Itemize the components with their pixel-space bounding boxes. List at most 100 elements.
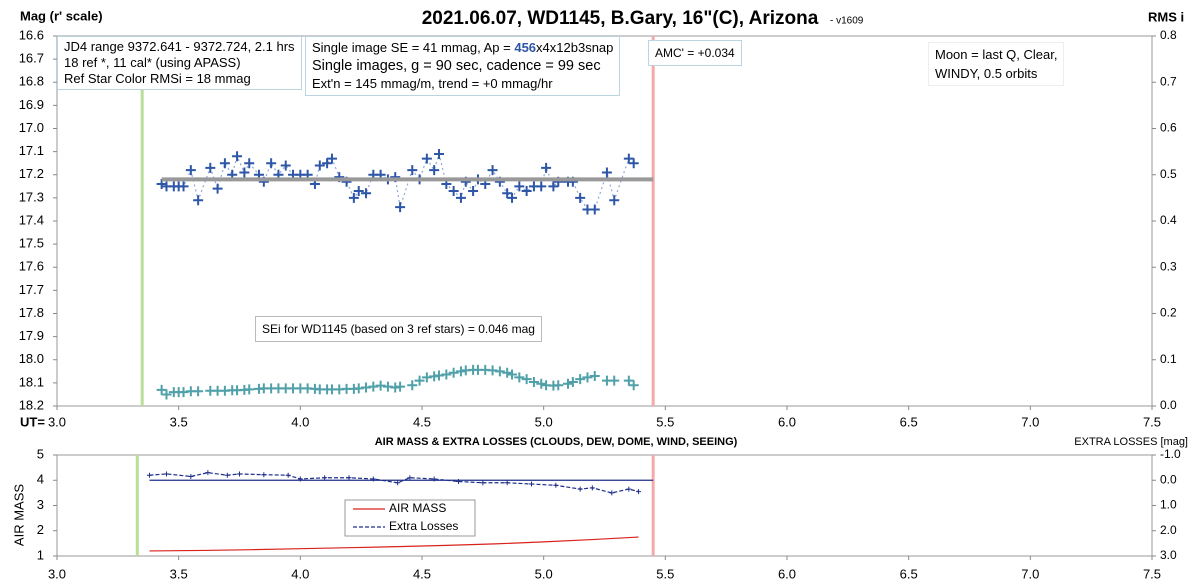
- data-point: [601, 167, 612, 178]
- data-point: [504, 480, 510, 486]
- y2-tick-label: 0.4: [1160, 213, 1177, 227]
- data-point: [521, 374, 532, 385]
- data-point: [164, 471, 169, 477]
- data-point: [521, 185, 532, 196]
- data-point: [188, 473, 194, 479]
- data-point: [237, 471, 242, 477]
- info-line: Ref Star Color RMSi = 18 mmag: [64, 71, 251, 86]
- data-point: [395, 480, 401, 486]
- data-point: [370, 476, 376, 482]
- data-point: [395, 202, 406, 213]
- moon-line: Moon = last Q, Clear,: [935, 47, 1058, 62]
- data-point: [502, 367, 513, 378]
- data-point: [429, 165, 440, 176]
- y-tick-label: 17.3: [19, 189, 44, 204]
- data-point: [414, 375, 425, 386]
- x-tick-label: 5.5: [656, 414, 674, 429]
- x-tick-label: 7.5: [1143, 414, 1161, 429]
- data-point: [407, 165, 418, 176]
- y-tick-label: 4: [37, 472, 44, 487]
- data-point: [448, 185, 459, 196]
- x-tick-label: 7.5: [1143, 566, 1161, 581]
- data-point: [205, 470, 211, 476]
- data-point: [577, 486, 583, 492]
- data-point: [193, 386, 204, 397]
- data-point: [431, 476, 437, 482]
- y2-tick-label: 0.2: [1160, 306, 1177, 320]
- data-point: [628, 158, 639, 169]
- data-point: [353, 185, 364, 196]
- y2-tick-label: 3.0: [1160, 548, 1177, 562]
- aperture-rest: x4x12b3snap: [536, 40, 614, 55]
- plot-area: [56, 454, 1153, 557]
- data-point: [528, 376, 539, 387]
- data-point: [589, 370, 600, 381]
- y-tick-label: 17.9: [19, 328, 44, 343]
- x-tick-label: 7.0: [1021, 566, 1039, 581]
- data-point: [626, 486, 632, 492]
- y-tick-label: 5: [37, 446, 44, 461]
- data-point: [407, 475, 413, 481]
- y-tick-label: 3: [37, 497, 44, 512]
- y2-tick-label: 0.8: [1160, 28, 1177, 42]
- chart-title: 2021.06.07, WD1145, B.Gary, 16"(C), Ariz…: [422, 8, 819, 29]
- y-tick-label: 18.1: [19, 374, 44, 389]
- data-point: [146, 472, 152, 478]
- data-point: [193, 195, 204, 206]
- image-box: Single image SE = 41 mmag, Ap = 456x4x12…: [305, 36, 621, 96]
- data-point: [628, 380, 639, 391]
- data-point: [280, 160, 291, 171]
- data-point: [244, 158, 255, 169]
- x-tick-label: 6.0: [778, 414, 796, 429]
- chart-title: AIR MASS & EXTRA LOSSES (CLOUDS, DEW, DO…: [375, 436, 738, 448]
- data-point: [224, 472, 230, 478]
- y-tick-label: 16.8: [19, 74, 44, 89]
- y-tick-label: 17.2: [19, 166, 44, 181]
- data-point: [514, 181, 525, 192]
- data-point: [156, 384, 167, 395]
- series-line: [149, 472, 639, 494]
- data-point: [536, 181, 547, 192]
- data-point: [326, 153, 337, 164]
- data-point: [553, 380, 564, 391]
- x-axis-label: UT=: [20, 414, 45, 429]
- y2-tick-label: 0.0: [1160, 398, 1177, 412]
- moon-box: Moon = last Q, Clear, WINDY, 0.5 orbits: [928, 42, 1065, 86]
- data-point: [609, 375, 620, 386]
- data-point: [589, 204, 600, 215]
- cadence-line: Single images, g = 90 sec, cadence = 99 …: [312, 58, 601, 74]
- data-point: [502, 188, 513, 199]
- data-point: [455, 192, 466, 203]
- x-tick-label: 3.0: [48, 566, 66, 581]
- info-box: JD4 range 9372.641 - 9372.724, 2.1 hrs 18…: [57, 36, 302, 90]
- data-point: [361, 188, 372, 199]
- x-tick-label: 3.5: [170, 566, 188, 581]
- data-point: [219, 158, 230, 169]
- data-point: [285, 472, 291, 478]
- data-point: [529, 481, 534, 487]
- y-tick-label: 16.7: [19, 51, 44, 66]
- y2-tick-label: 0.1: [1160, 352, 1177, 366]
- sei-box: SEi for WD1145 (based on 3 ref stars) = …: [255, 316, 542, 342]
- data-point: [156, 179, 167, 189]
- y-tick-label: 17.8: [19, 305, 44, 320]
- y-tick-label: 17.0: [19, 120, 44, 135]
- x-tick-label: 5.0: [535, 414, 553, 429]
- series-line: [149, 536, 639, 552]
- data-point: [212, 183, 223, 194]
- data-point: [205, 162, 216, 173]
- y-tick-label: 2: [37, 522, 44, 537]
- y2-axis-label: EXTRA LOSSES [mag]: [1074, 436, 1188, 448]
- y2-tick-label: -1.0: [1160, 447, 1181, 461]
- data-point: [575, 374, 586, 385]
- aperture: 456: [514, 40, 537, 55]
- y2-axis-label: RMS i: [1148, 9, 1184, 24]
- data-point: [178, 181, 189, 192]
- y-tick-label: 16.6: [19, 27, 44, 42]
- y2-tick-label: 2.0: [1160, 523, 1177, 537]
- x-tick-label: 5.5: [656, 566, 674, 581]
- y2-tick-label: 0.5: [1160, 167, 1177, 181]
- x-tick-label: 6.0: [778, 566, 796, 581]
- data-point: [609, 195, 620, 206]
